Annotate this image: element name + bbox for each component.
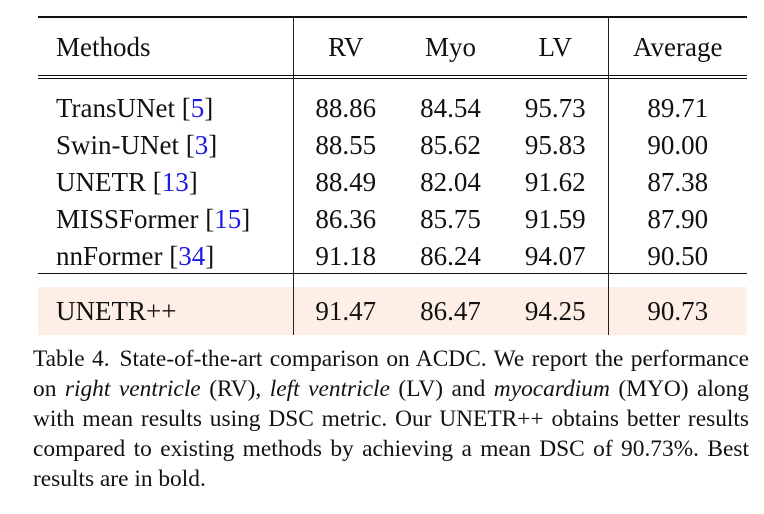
header-double-rule-2: [38, 78, 747, 79]
caption-text: (LV) and: [389, 376, 494, 402]
myo-cell: 82.04: [420, 167, 481, 197]
rv-cell: 91.18: [315, 241, 377, 271]
rv-cell: 88.86: [315, 93, 377, 123]
method-name: MISSFormer: [56, 204, 199, 234]
lv-cell: 91.62: [503, 164, 609, 201]
table-row: UNETR [13] 88.49 82.04 91.62 87.38: [38, 164, 747, 201]
average-cell: 87.38: [647, 167, 709, 197]
header-myo: Myo: [424, 31, 476, 62]
lv-cell: 94.25: [503, 287, 609, 335]
caption-term-rv: right ventricle: [64, 376, 201, 402]
header-rv: RV: [328, 31, 364, 62]
caption-term-myo: myocardium: [493, 376, 610, 402]
header-average: Average: [633, 31, 723, 62]
caption-label: Table 4.: [33, 346, 110, 372]
average-cell: 89.71: [647, 93, 709, 123]
myo-cell: 86.24: [420, 241, 481, 271]
average-cell: 87.90: [647, 204, 709, 234]
method-name-ours: UNETR++: [38, 287, 294, 335]
citation-link[interactable]: 15: [214, 204, 242, 234]
method-cell: Swin-UNet [3]: [38, 127, 294, 164]
table-top-rule: [38, 16, 747, 18]
citation-link[interactable]: 34: [178, 241, 206, 271]
caption-text: State-of-the-art comparison on ACDC. We …: [33, 346, 749, 402]
table-row-ours: UNETR++ 91.47 86.47 94.25 90.73: [38, 287, 747, 335]
method-cell: TransUNet [5]: [38, 90, 294, 127]
table-row: nnFormer [34] 91.18 86.24 94.07 90.50: [38, 238, 747, 275]
table-header-row: Methods RV Myo LV Average: [38, 18, 747, 76]
lv-cell: 94.07: [503, 238, 609, 275]
results-table: Methods RV Myo LV Average TransUNet [5] …: [38, 18, 747, 335]
caption-text: (RV),: [200, 376, 270, 402]
rv-cell: 86.36: [315, 204, 377, 234]
myo-cell: 85.75: [420, 204, 481, 234]
lv-cell-best: 95.83: [503, 127, 609, 164]
rv-cell: 88.49: [315, 167, 377, 197]
average-cell: 90.00: [647, 130, 709, 160]
myo-cell-best: 86.47: [420, 295, 481, 326]
ours-separator-rule: [38, 273, 747, 274]
citation-link[interactable]: 13: [161, 167, 189, 197]
myo-cell: 84.54: [420, 93, 481, 123]
average-cell: 90.50: [647, 241, 709, 271]
rv-cell: 88.55: [315, 130, 377, 160]
rv-cell-best: 91.47: [315, 295, 377, 326]
header-methods: Methods: [38, 18, 294, 76]
citation-link[interactable]: 5: [190, 93, 205, 123]
caption-text: (MYO) along with mean results using DSC …: [33, 376, 749, 492]
header-double-rule-1: [38, 75, 747, 76]
table-row: MISSFormer [15] 86.36 85.75 91.59 87.90: [38, 201, 747, 238]
table-caption: Table 4. State-of-the-art comparison on A…: [33, 344, 749, 494]
lv-cell: 91.59: [503, 201, 609, 238]
method-cell: MISSFormer [15]: [38, 201, 294, 238]
method-name: UNETR: [56, 167, 146, 197]
caption-term-lv: left ventricle: [269, 376, 390, 402]
method-cell: UNETR [13]: [38, 164, 294, 201]
myo-cell: 85.62: [420, 130, 481, 160]
table-row: TransUNet [5] 88.86 84.54 95.73 89.71: [38, 90, 747, 127]
method-cell: nnFormer [34]: [38, 238, 294, 275]
method-name: TransUNet: [56, 93, 176, 123]
method-name: nnFormer: [56, 241, 163, 271]
table-bottom-rule: [38, 324, 747, 326]
lv-cell: 95.73: [503, 90, 609, 127]
table-row: Swin-UNet [3] 88.55 85.62 95.83 90.00: [38, 127, 747, 164]
average-cell-best: 90.73: [647, 295, 709, 326]
citation-link[interactable]: 3: [194, 130, 209, 160]
method-name: Swin-UNet: [56, 130, 179, 160]
header-lv: LV: [503, 18, 609, 76]
